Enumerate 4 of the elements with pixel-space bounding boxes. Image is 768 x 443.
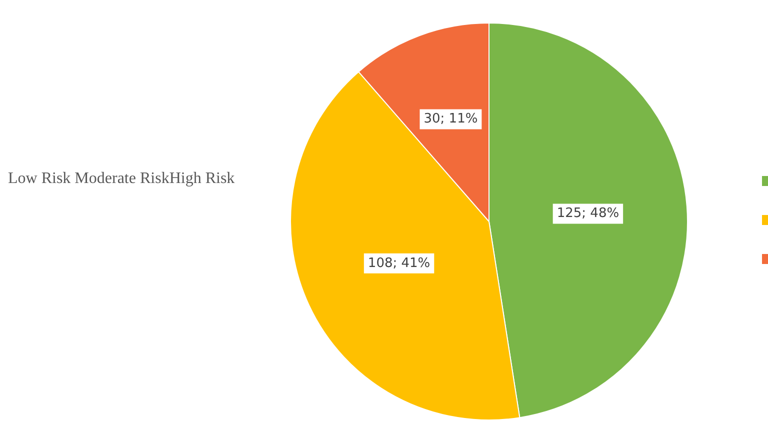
data-label: 125; 48% — [556, 206, 620, 222]
text: Low Risk Moderate RiskHigh Risk — [8, 170, 235, 188]
data-label: 30; 11% — [424, 112, 478, 127]
data-label: 108; 41% — [368, 256, 430, 271]
